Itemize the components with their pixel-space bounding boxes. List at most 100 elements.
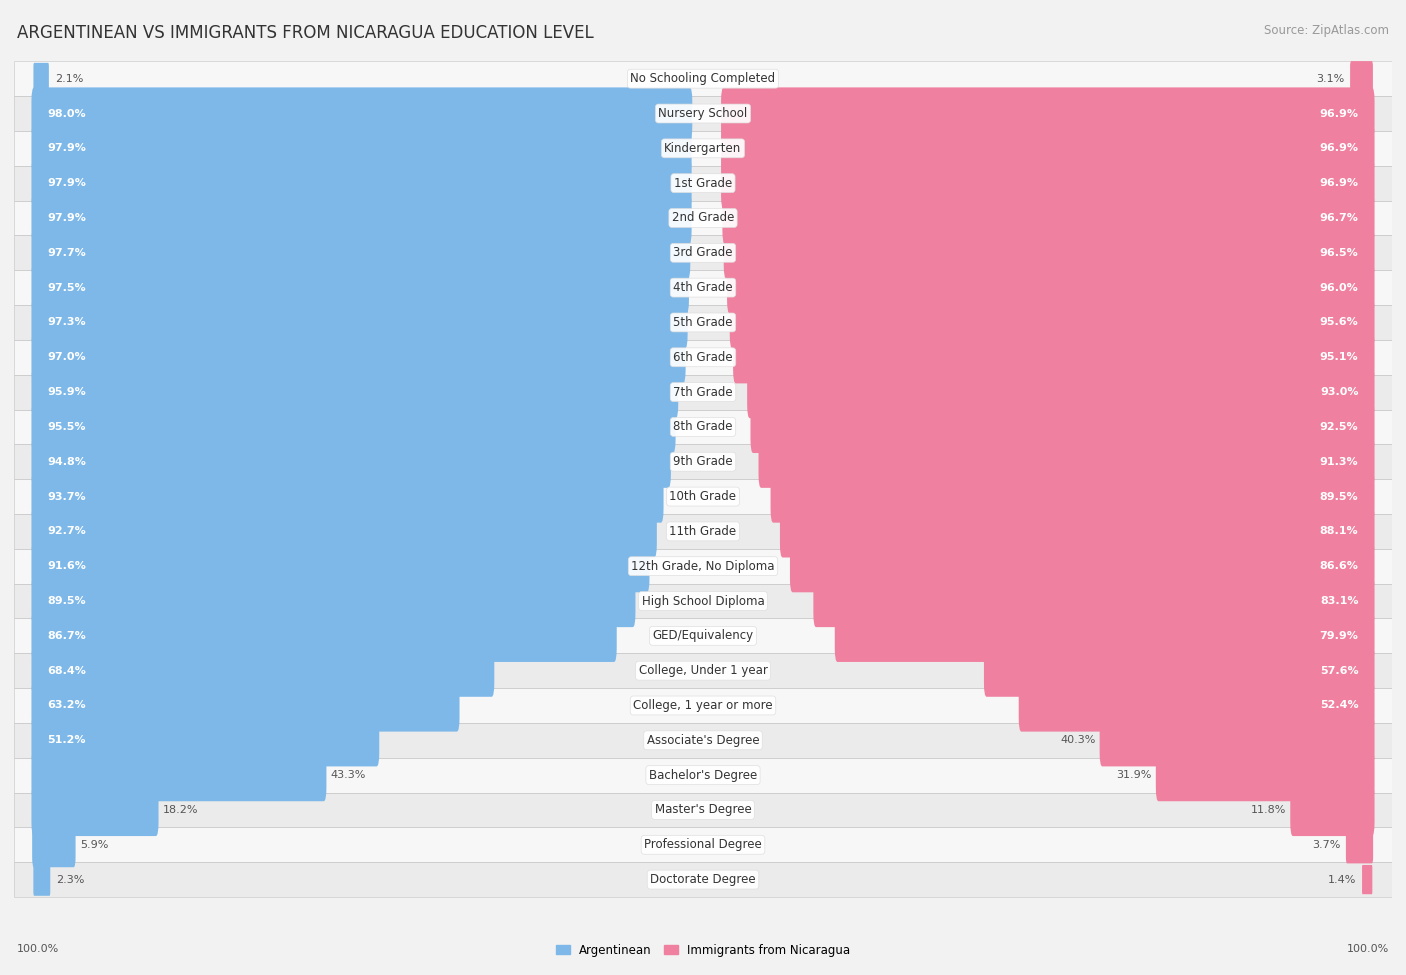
FancyBboxPatch shape: [31, 227, 690, 279]
FancyBboxPatch shape: [31, 157, 692, 210]
FancyBboxPatch shape: [1291, 784, 1375, 836]
FancyBboxPatch shape: [984, 644, 1375, 697]
Text: 40.3%: 40.3%: [1060, 735, 1095, 745]
Bar: [14, 270, 1392, 305]
FancyBboxPatch shape: [31, 680, 460, 731]
Text: Doctorate Degree: Doctorate Degree: [650, 873, 756, 886]
Text: College, Under 1 year: College, Under 1 year: [638, 664, 768, 678]
FancyBboxPatch shape: [758, 436, 1375, 488]
Bar: [14, 374, 1392, 410]
Text: 96.7%: 96.7%: [1320, 213, 1358, 223]
Text: 11.8%: 11.8%: [1251, 805, 1286, 815]
Bar: [14, 688, 1392, 722]
FancyBboxPatch shape: [1156, 749, 1375, 801]
Text: 31.9%: 31.9%: [1116, 770, 1152, 780]
Bar: [14, 514, 1392, 549]
Bar: [14, 305, 1392, 340]
Text: 94.8%: 94.8%: [48, 456, 86, 467]
FancyBboxPatch shape: [31, 575, 636, 627]
Text: 86.7%: 86.7%: [48, 631, 86, 641]
Text: 10th Grade: 10th Grade: [669, 490, 737, 503]
Bar: [14, 479, 1392, 514]
Text: 3.7%: 3.7%: [1312, 839, 1340, 850]
Bar: [14, 131, 1392, 166]
Bar: [14, 340, 1392, 374]
Bar: [14, 618, 1392, 653]
Text: 97.9%: 97.9%: [48, 213, 86, 223]
Bar: [14, 793, 1392, 828]
Bar: [14, 688, 1392, 722]
FancyBboxPatch shape: [31, 540, 650, 592]
Bar: [14, 793, 1392, 828]
Text: 100.0%: 100.0%: [17, 944, 59, 954]
Text: 11th Grade: 11th Grade: [669, 525, 737, 538]
Text: 86.6%: 86.6%: [1320, 562, 1358, 571]
Text: 63.2%: 63.2%: [48, 700, 86, 711]
Text: 43.3%: 43.3%: [330, 770, 366, 780]
Text: 96.9%: 96.9%: [1319, 178, 1358, 188]
Bar: [14, 61, 1392, 97]
FancyBboxPatch shape: [780, 505, 1375, 558]
FancyBboxPatch shape: [31, 261, 689, 314]
Bar: [14, 61, 1392, 97]
FancyBboxPatch shape: [1099, 714, 1375, 766]
FancyBboxPatch shape: [724, 227, 1375, 279]
FancyBboxPatch shape: [31, 296, 688, 349]
Text: Professional Degree: Professional Degree: [644, 838, 762, 851]
Text: 91.3%: 91.3%: [1320, 456, 1358, 467]
Bar: [14, 862, 1392, 897]
Bar: [14, 97, 1392, 131]
Text: 95.1%: 95.1%: [1320, 352, 1358, 363]
FancyBboxPatch shape: [31, 366, 678, 418]
Bar: [14, 828, 1392, 862]
Text: 5.9%: 5.9%: [80, 839, 108, 850]
FancyBboxPatch shape: [31, 784, 159, 836]
Text: 5th Grade: 5th Grade: [673, 316, 733, 329]
Bar: [14, 653, 1392, 688]
Bar: [14, 584, 1392, 618]
FancyBboxPatch shape: [1019, 680, 1375, 731]
FancyBboxPatch shape: [835, 609, 1375, 662]
Bar: [14, 270, 1392, 305]
Text: 96.0%: 96.0%: [1320, 283, 1358, 292]
Text: 4th Grade: 4th Grade: [673, 281, 733, 294]
FancyBboxPatch shape: [31, 122, 692, 175]
Text: 93.7%: 93.7%: [48, 491, 86, 501]
FancyBboxPatch shape: [790, 540, 1375, 592]
Bar: [14, 653, 1392, 688]
Text: 3.1%: 3.1%: [1316, 74, 1344, 84]
Bar: [14, 549, 1392, 584]
Text: 6th Grade: 6th Grade: [673, 351, 733, 364]
Text: 96.5%: 96.5%: [1320, 248, 1358, 257]
Bar: [14, 618, 1392, 653]
Legend: Argentinean, Immigrants from Nicaragua: Argentinean, Immigrants from Nicaragua: [551, 939, 855, 961]
Bar: [14, 166, 1392, 201]
Text: 97.5%: 97.5%: [48, 283, 86, 292]
Text: 2.3%: 2.3%: [56, 875, 84, 884]
Bar: [14, 374, 1392, 410]
Bar: [14, 97, 1392, 131]
FancyBboxPatch shape: [727, 261, 1375, 314]
FancyBboxPatch shape: [751, 401, 1375, 453]
Text: High School Diploma: High School Diploma: [641, 595, 765, 607]
Bar: [14, 201, 1392, 235]
Bar: [14, 828, 1392, 862]
Text: 92.5%: 92.5%: [1320, 422, 1358, 432]
Bar: [14, 235, 1392, 270]
Text: Associate's Degree: Associate's Degree: [647, 734, 759, 747]
Text: 18.2%: 18.2%: [163, 805, 198, 815]
Text: 2nd Grade: 2nd Grade: [672, 212, 734, 224]
FancyBboxPatch shape: [31, 609, 617, 662]
Text: 57.6%: 57.6%: [1320, 666, 1358, 676]
Text: No Schooling Completed: No Schooling Completed: [630, 72, 776, 85]
FancyBboxPatch shape: [31, 644, 495, 697]
FancyBboxPatch shape: [31, 332, 686, 383]
Bar: [14, 758, 1392, 793]
Text: 98.0%: 98.0%: [48, 108, 86, 119]
Bar: [14, 445, 1392, 479]
FancyBboxPatch shape: [31, 505, 657, 558]
Text: 92.7%: 92.7%: [48, 526, 86, 536]
Text: 9th Grade: 9th Grade: [673, 455, 733, 468]
FancyBboxPatch shape: [31, 401, 675, 453]
FancyBboxPatch shape: [32, 822, 76, 867]
